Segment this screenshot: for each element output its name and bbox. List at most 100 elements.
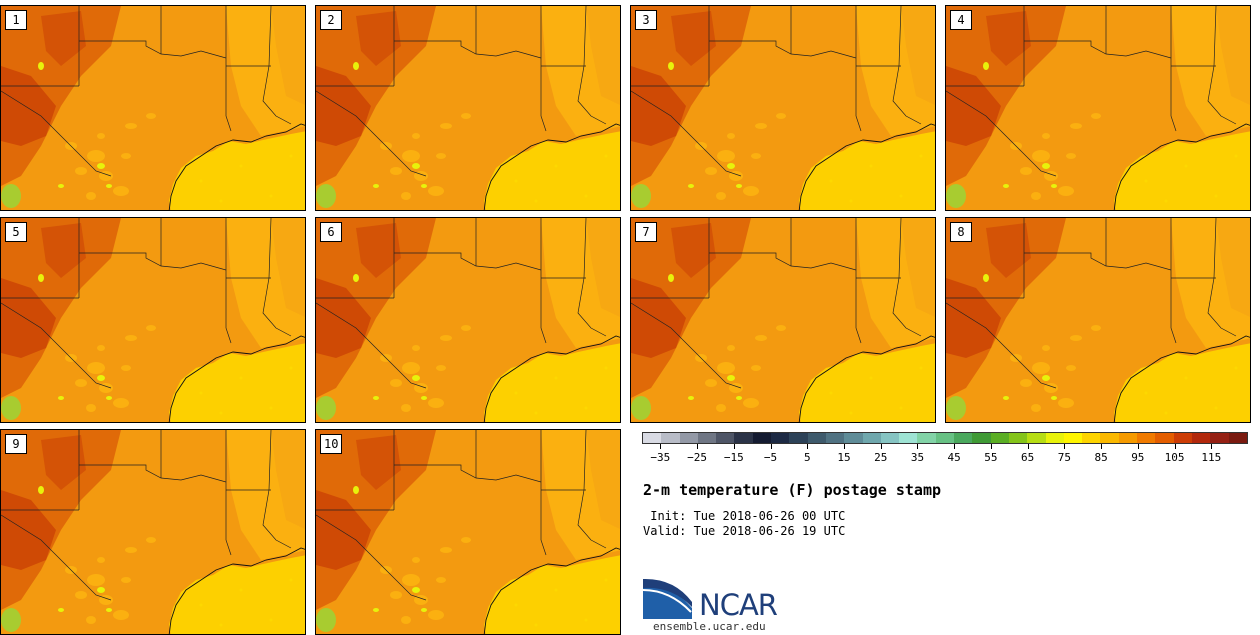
site-url: ensemble.ucar.edu (653, 620, 766, 633)
colorbar-swatch (734, 433, 753, 443)
colorbar-swatch (1027, 433, 1046, 443)
cool-patch (1031, 192, 1041, 200)
gulf-speckle (1214, 406, 1218, 410)
state-border (316, 302, 427, 389)
colorbar-swatch (661, 433, 680, 443)
state-border (540, 430, 547, 556)
cool-patch (440, 123, 452, 129)
coolest-patch (106, 608, 112, 612)
hottest-region (41, 223, 86, 278)
temperature-map (631, 218, 935, 422)
state-border (540, 6, 547, 132)
coolest-patch (97, 587, 105, 593)
colorbar-swatch (807, 433, 826, 443)
cool-patch (146, 325, 156, 331)
cool-patch (1066, 153, 1076, 159)
hottest-region (671, 11, 716, 66)
gulf-speckle (584, 406, 588, 410)
gulf-speckle (1184, 164, 1188, 168)
state-border (1, 514, 112, 601)
colorbar-tick (917, 444, 919, 449)
cool-patch (1042, 133, 1050, 139)
colorbar-tick (1137, 444, 1139, 449)
colorbar-tick (1174, 444, 1176, 449)
coolest-patch (412, 587, 420, 593)
gulf-speckle (604, 366, 608, 370)
gulf-speckle (199, 603, 203, 607)
cold-spot (1, 396, 21, 420)
cool-patch (751, 153, 761, 159)
cool-patch (1091, 325, 1101, 331)
colorbar-swatch (1118, 433, 1138, 443)
colorbar-tick-label: 115 (1201, 451, 1222, 464)
state-border (946, 302, 1057, 389)
colorbar-swatch (899, 433, 918, 443)
coolest-patch (412, 163, 420, 169)
gulf-speckle (1234, 366, 1238, 370)
cold-spot (1, 608, 21, 632)
gulf-speckle (829, 391, 833, 395)
gulf-speckle (584, 194, 588, 198)
coolest-patch (983, 62, 989, 70)
cool-patch (113, 610, 129, 620)
coolest-patch (983, 274, 989, 282)
state-border (262, 218, 292, 337)
hottest-region (41, 435, 86, 490)
gulf-speckle (919, 154, 923, 158)
cool-patch (755, 335, 767, 341)
cool-patch (97, 557, 105, 563)
gulf-speckle (584, 618, 588, 622)
cool-patch (436, 153, 446, 159)
colorbar-tick (697, 444, 699, 449)
cool-patch (86, 404, 96, 412)
state-border (1, 90, 112, 177)
coolest-patch (58, 184, 64, 188)
colorbar-swatch (917, 433, 936, 443)
cool-patch (776, 113, 786, 119)
cool-patch (717, 362, 735, 374)
state-border (892, 6, 922, 125)
cool-patch (402, 574, 420, 586)
coolest-patch (353, 274, 359, 282)
state-border (1207, 218, 1237, 337)
cool-patch (1058, 186, 1074, 196)
cool-patch (412, 557, 420, 563)
coolest-patch (1003, 396, 1009, 400)
cold-spot (1, 184, 21, 208)
colorbar-swatch (935, 433, 955, 443)
state-border (1, 302, 112, 389)
cool-patch (716, 192, 726, 200)
colorbar-swatch (880, 433, 900, 443)
cool-patch (727, 133, 735, 139)
coolest-patch (668, 274, 674, 282)
coolest-patch (97, 163, 105, 169)
coolest-patch (421, 608, 427, 612)
temperature-map (631, 6, 935, 210)
cool-patch (1031, 404, 1041, 412)
coolest-patch (736, 184, 742, 188)
cool-patch (87, 574, 105, 586)
hottest-region (671, 223, 716, 278)
colorbar-swatch (1082, 433, 1101, 443)
cool-patch (716, 404, 726, 412)
cool-patch (146, 537, 156, 543)
cool-patch (121, 153, 131, 159)
colorbar-tick (880, 444, 882, 449)
coolest-patch (106, 184, 112, 188)
cool-patch (1020, 167, 1032, 175)
state-border (577, 218, 607, 337)
cool-patch (436, 577, 446, 583)
colorbar-tick (770, 444, 772, 449)
coolest-patch (373, 184, 379, 188)
cool-patch (401, 192, 411, 200)
gulf-speckle (849, 199, 853, 203)
temperature-map (316, 430, 620, 634)
cool-patch (113, 186, 129, 196)
cool-patch (776, 325, 786, 331)
gulf-of-mexico (484, 131, 620, 210)
coastline (168, 547, 305, 634)
cool-patch (727, 345, 735, 351)
cool-patch (401, 616, 411, 624)
colorbar-tick-label: 35 (910, 451, 925, 464)
temperature-map (316, 218, 620, 422)
